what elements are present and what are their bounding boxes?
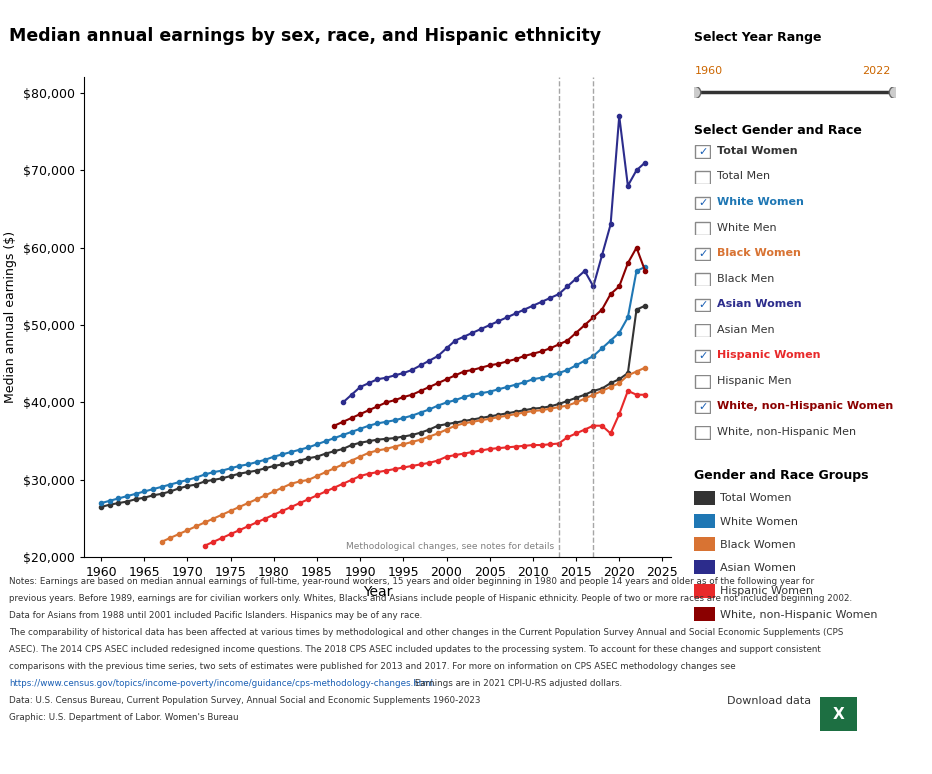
Text: Select Year Range: Select Year Range — [694, 31, 822, 44]
Text: ✓: ✓ — [698, 147, 707, 156]
Text: Notes: Earnings are based on median annual earnings of full-time, year-round wor: Notes: Earnings are based on median annu… — [9, 577, 815, 586]
Text: White, non-Hispanic Women: White, non-Hispanic Women — [717, 402, 893, 411]
Text: ✓: ✓ — [698, 402, 707, 412]
Text: Total Men: Total Men — [717, 172, 770, 181]
Text: White, non-Hispanic Men: White, non-Hispanic Men — [717, 427, 856, 437]
Text: Total Women: Total Women — [720, 494, 792, 503]
Text: Black Women: Black Women — [720, 540, 796, 550]
Text: Earnings are in 2021 CPI-U-RS adjusted dollars.: Earnings are in 2021 CPI-U-RS adjusted d… — [412, 679, 622, 688]
Text: Hispanic Women: Hispanic Women — [717, 351, 820, 360]
Text: Select Gender and Race: Select Gender and Race — [694, 124, 862, 137]
Text: White Men: White Men — [717, 223, 776, 232]
X-axis label: Year: Year — [363, 585, 392, 599]
Text: Black Women: Black Women — [717, 248, 801, 258]
Text: comparisons with the previous time series, two sets of estimates were published : comparisons with the previous time serie… — [9, 662, 736, 671]
Text: 1960: 1960 — [694, 66, 722, 76]
Text: previous years. Before 1989, earnings are for civilian workers only. Whites, Bla: previous years. Before 1989, earnings ar… — [9, 594, 853, 603]
Text: Data for Asians from 1988 until 2001 included Pacific Islanders. Hispanics may b: Data for Asians from 1988 until 2001 inc… — [9, 611, 422, 620]
Text: ASEC). The 2014 CPS ASEC included redesigned income questions. The 2018 CPS ASEC: ASEC). The 2014 CPS ASEC included redesi… — [9, 645, 821, 654]
Text: ✓: ✓ — [698, 249, 707, 259]
Text: Hispanic Women: Hispanic Women — [720, 587, 814, 596]
Text: Asian Men: Asian Men — [717, 325, 774, 334]
Text: ✓: ✓ — [698, 351, 707, 361]
Text: Median annual earnings by sex, race, and Hispanic ethnicity: Median annual earnings by sex, race, and… — [9, 27, 601, 45]
Text: Graphic: U.S. Department of Labor. Women's Bureau: Graphic: U.S. Department of Labor. Women… — [9, 713, 239, 722]
Text: White, non-Hispanic Women: White, non-Hispanic Women — [720, 610, 878, 619]
Text: X: X — [833, 707, 844, 721]
Text: 2022: 2022 — [862, 66, 890, 76]
Y-axis label: Median annual earnings ($): Median annual earnings ($) — [5, 231, 18, 403]
Text: Hispanic Men: Hispanic Men — [717, 376, 791, 385]
Text: Gender and Race Groups: Gender and Race Groups — [694, 469, 869, 482]
Text: Black Men: Black Men — [717, 274, 774, 283]
Text: Asian Women: Asian Women — [717, 300, 802, 309]
Text: Methodological changes, see notes for details: Methodological changes, see notes for de… — [347, 542, 555, 551]
Text: https://www.census.gov/topics/income-poverty/income/guidance/cps-methodology-cha: https://www.census.gov/topics/income-pov… — [9, 679, 436, 688]
Text: Asian Women: Asian Women — [720, 563, 797, 573]
Text: Total Women: Total Women — [717, 146, 798, 156]
Text: ✓: ✓ — [698, 198, 707, 207]
Text: ✓: ✓ — [698, 300, 707, 310]
Text: White Women: White Women — [717, 197, 803, 207]
Text: White Women: White Women — [720, 517, 799, 526]
Text: The comparability of historical data has been affected at various times by metho: The comparability of historical data has… — [9, 628, 843, 637]
Text: Data: U.S. Census Bureau, Current Population Survey, Annual Social and Economic : Data: U.S. Census Bureau, Current Popula… — [9, 696, 481, 705]
Text: Download data: Download data — [727, 696, 811, 706]
